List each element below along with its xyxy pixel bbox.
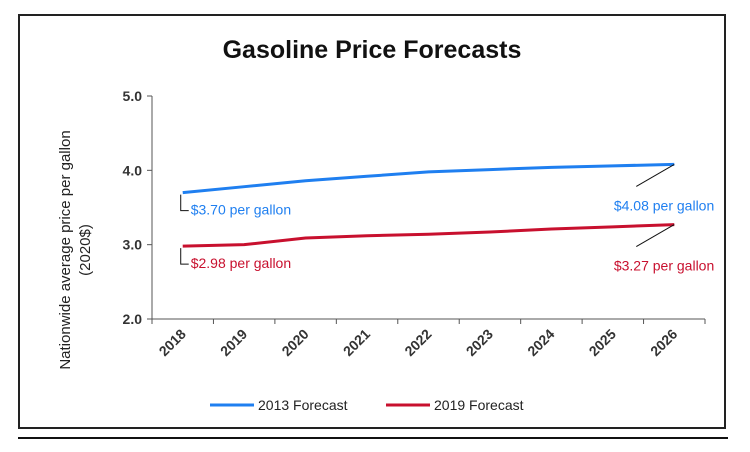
x-tick-label: 2019 xyxy=(217,326,250,359)
y-tick-label: 4.0 xyxy=(123,162,143,178)
y-axis-label-line-1: Nationwide average price per gallon xyxy=(57,130,74,369)
annotation-leader xyxy=(636,224,675,248)
x-tick-label: 2022 xyxy=(401,326,434,359)
legend-label-1: 2019 Forecast xyxy=(434,397,524,413)
x-tick-label: 2021 xyxy=(340,326,373,359)
annotation-label: $2.98 per gallon xyxy=(191,255,291,271)
annotation-leader xyxy=(636,163,675,187)
bottom-rule xyxy=(18,437,728,439)
x-tick-label: 2018 xyxy=(155,326,188,359)
annotation-label: $3.70 per gallon xyxy=(191,202,291,218)
x-tick-label: 2024 xyxy=(524,326,557,359)
y-tick-label: 2.0 xyxy=(123,311,143,327)
y-tick-label: 3.0 xyxy=(123,237,143,253)
x-tick-label: 2020 xyxy=(278,326,311,359)
legend-label-0: 2013 Forecast xyxy=(258,397,348,413)
y-axis-label-line-2: (2020$) xyxy=(77,224,94,276)
x-tick-label: 2023 xyxy=(463,326,496,359)
y-tick-label: 5.0 xyxy=(123,88,143,104)
annotation-label: $3.27 per gallon xyxy=(614,258,714,274)
annotation-leader xyxy=(180,194,189,212)
legend: 2013 Forecast 2019 Forecast xyxy=(210,397,524,413)
series-layer xyxy=(182,162,675,248)
annotation-label: $4.08 per gallon xyxy=(614,197,714,213)
annotation-leader xyxy=(180,248,189,265)
annotation-layer: $3.70 per gallon $4.08 per gallon $2.98 pe… xyxy=(180,163,714,274)
axes: 2.0 3.0 4.0 5.0 2018 2019 2020 2021 2022 2023 2024… xyxy=(123,88,706,359)
series-line-0 xyxy=(182,162,675,195)
chart-frame xyxy=(18,14,726,429)
x-tick-label: 2025 xyxy=(586,326,619,359)
chart-title: Gasoline Price Forecasts xyxy=(223,36,522,64)
x-tick-label: 2026 xyxy=(647,326,680,359)
series-line-1 xyxy=(182,223,675,248)
